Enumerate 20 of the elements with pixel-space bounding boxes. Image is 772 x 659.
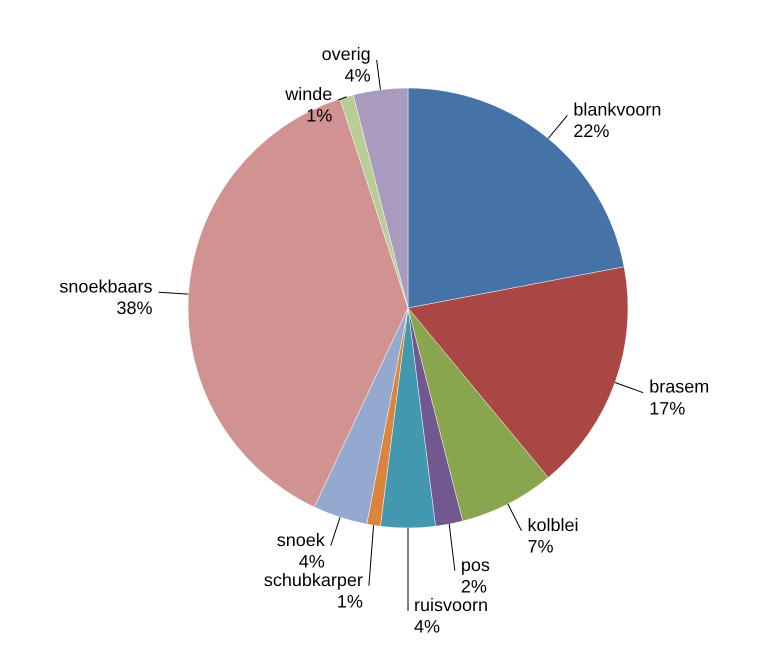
slice-label: kolblei: [528, 514, 579, 535]
data-label: 4%: [344, 66, 371, 86]
data-label: 4%: [298, 551, 325, 572]
data-label: 22%: [573, 120, 610, 141]
data-label: 1%: [336, 591, 363, 612]
slice-label: pos: [460, 554, 490, 575]
data-label: 2%: [460, 576, 487, 596]
slice-label: winde: [284, 84, 332, 104]
slice-label: schubkarper: [264, 570, 363, 590]
data-label: 7%: [528, 536, 554, 556]
slice-label: brasem: [649, 376, 710, 397]
slice-label: ruisvoorn: [414, 594, 488, 615]
slice-label: blankvoorn: [573, 99, 662, 120]
data-label: 38%: [116, 298, 152, 318]
data-label: 17%: [649, 398, 686, 418]
data-label: 4%: [414, 616, 440, 636]
slice-label: overig: [322, 44, 371, 64]
slice-label: snoekbaars: [59, 276, 152, 296]
slice-label: snoek: [276, 530, 326, 550]
data-label: 1%: [306, 106, 332, 126]
